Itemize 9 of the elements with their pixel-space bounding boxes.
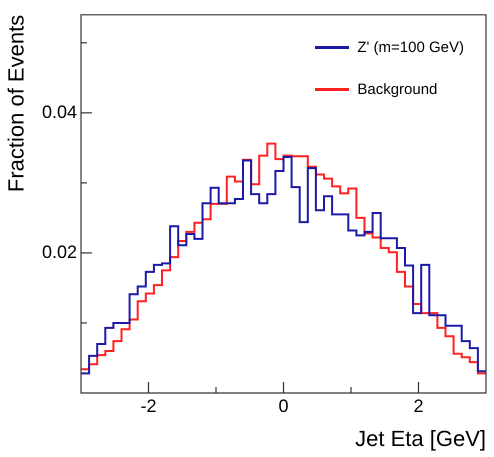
legend-label: Background [357,80,438,98]
y-tick-label: 0.04 [42,102,77,122]
legend-label: Z' (m=100 GeV) [357,38,464,56]
x-tick-label: 0 [278,396,289,416]
x-axis-title: Jet Eta [GeV] [355,426,486,451]
y-tick-label: 0.02 [42,242,77,262]
x-tick-label: -2 [140,396,157,416]
y-axis-title: Fraction of Events [3,14,28,192]
x-tick-label: 2 [413,396,424,416]
